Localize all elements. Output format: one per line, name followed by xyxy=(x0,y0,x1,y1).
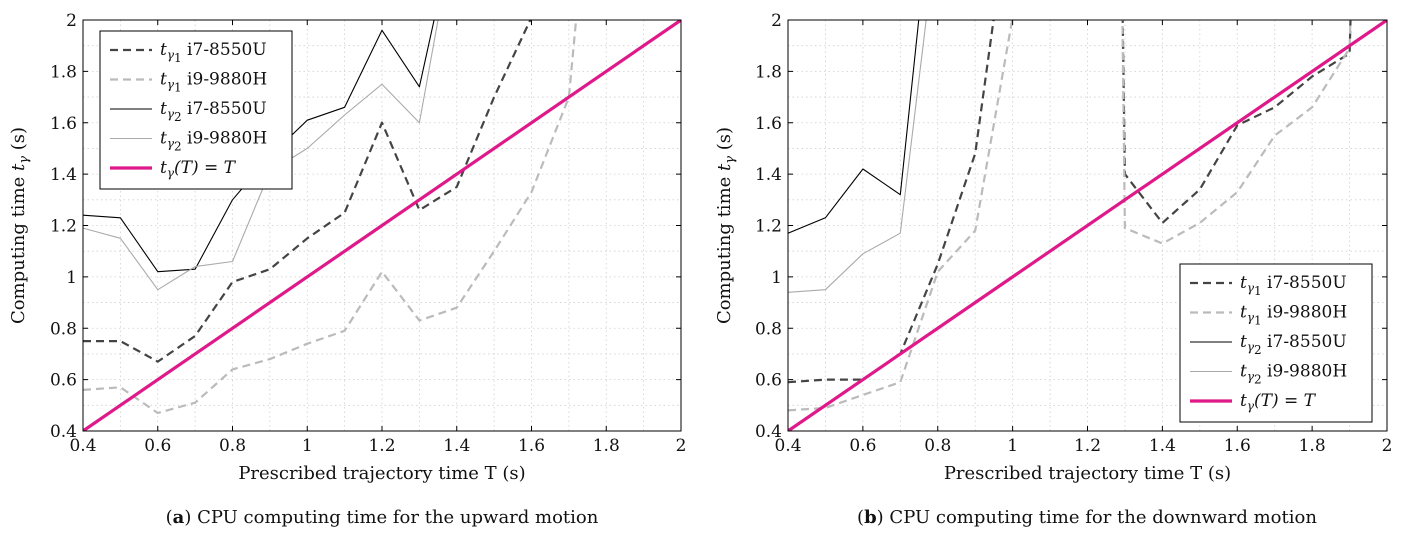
x-tick-label: 1.6 xyxy=(518,436,545,456)
x-tick-label: 0.6 xyxy=(144,436,171,456)
y-tick-label: 0.4 xyxy=(755,422,782,442)
y-tick-label: 1 xyxy=(771,268,782,288)
chart-panel-b: 0.4 0.6 0.8 1 1.2 1.4 1.6 1.8 2 0.4 0.6 0.8 1 1.2 1.4 1… xyxy=(714,11,1393,528)
y-tick-label: 0.6 xyxy=(755,371,782,391)
panel-caption: (a) CPU computing time for the upward mo… xyxy=(166,507,599,528)
legend: tγ1 i7-8550U tγ1 i9-9880H tγ2 i7-8550U tγ2 … xyxy=(99,30,293,190)
series-line-2 xyxy=(788,20,1352,412)
y-tick-label: 0.4 xyxy=(50,422,77,442)
y-tick-label: 1.8 xyxy=(50,62,77,82)
x-tick-label: 0.8 xyxy=(924,436,951,456)
y-tick-label: 1.6 xyxy=(50,114,77,134)
x-tick-label: 1 xyxy=(302,436,313,456)
legend-label-4: tγ2 i9-9880H xyxy=(160,129,267,154)
legend-label-1: tγ1 i7-8550U xyxy=(1240,273,1347,298)
series-line-1 xyxy=(83,20,532,363)
x-tick-label: 0.4 xyxy=(774,436,801,456)
y-tick-label: 1.2 xyxy=(50,217,77,237)
series-group xyxy=(788,20,1387,431)
x-tick-label: 2 xyxy=(676,436,687,456)
x-tick-label: 1.8 xyxy=(593,436,620,456)
y-tick-label: 0.8 xyxy=(755,319,782,339)
y-axis-label: Computing time tγ (s) xyxy=(8,127,32,324)
x-tick-label: 0.8 xyxy=(219,436,246,456)
chart-panel-a: 0.4 0.6 0.8 1 1.2 1.4 1.6 1.8 2 0.4 0.6 0.8 1 1.2 1.4 1… xyxy=(8,11,687,528)
series-line-5 xyxy=(788,20,1387,431)
y-tick-label: 1.4 xyxy=(755,165,782,185)
x-tick-label: 1.6 xyxy=(1224,436,1251,456)
x-tick-label: 1.2 xyxy=(368,436,395,456)
y-tick-label: 1.6 xyxy=(755,114,782,134)
legend-label-2: tγ1 i9-9880H xyxy=(160,70,267,95)
series-line-3 xyxy=(788,20,920,234)
legend-box xyxy=(99,30,293,190)
y-tick-label: 1.4 xyxy=(50,165,77,185)
y-tick-label: 0.8 xyxy=(50,319,77,339)
x-tick-label: 1 xyxy=(1007,436,1018,456)
y-tick-label: 1.8 xyxy=(755,62,782,82)
x-tick-label: 0.4 xyxy=(69,436,96,456)
x-tick-label: 2 xyxy=(1382,436,1393,456)
legend: tγ1 i7-8550U tγ1 i9-9880H tγ2 i7-8550U tγ2 … xyxy=(1179,263,1373,423)
panel-caption: (b) CPU computing time for the downward … xyxy=(857,507,1317,528)
x-tick-label: 1.8 xyxy=(1299,436,1326,456)
legend-label-2: tγ1 i9-9880H xyxy=(1240,303,1347,328)
legend-label-3: tγ2 i7-8550U xyxy=(160,99,267,124)
x-axis-label: Prescribed trajectory time T (s) xyxy=(944,463,1231,484)
legend-label-5: tγ(T) = T xyxy=(1240,391,1317,413)
series-line-5 xyxy=(83,20,681,431)
x-tick-label: 1.2 xyxy=(1074,436,1101,456)
y-tick-label: 1.2 xyxy=(755,217,782,237)
y-axis-label: Computing time tγ (s) xyxy=(714,127,738,324)
legend-label-3: tγ2 i7-8550U xyxy=(1240,332,1347,357)
legend-box xyxy=(1179,263,1373,423)
x-tick-label: 1.4 xyxy=(1149,436,1176,456)
y-tick-label: 0.6 xyxy=(50,371,77,391)
series-line-2 xyxy=(83,20,578,415)
legend-label-1: tγ1 i7-8550U xyxy=(160,40,267,65)
legend-label-5: tγ(T) = T xyxy=(160,158,237,180)
series-line-4 xyxy=(788,20,927,293)
y-tick-label: 1 xyxy=(66,268,77,288)
y-tick-label: 2 xyxy=(66,11,77,31)
y-tick-label: 2 xyxy=(771,11,782,31)
x-tick-label: 1.4 xyxy=(443,436,470,456)
x-axis-label: Prescribed trajectory time T (s) xyxy=(238,463,525,484)
legend-label-4: tγ2 i9-9880H xyxy=(1240,362,1347,387)
x-tick-label: 0.6 xyxy=(849,436,876,456)
